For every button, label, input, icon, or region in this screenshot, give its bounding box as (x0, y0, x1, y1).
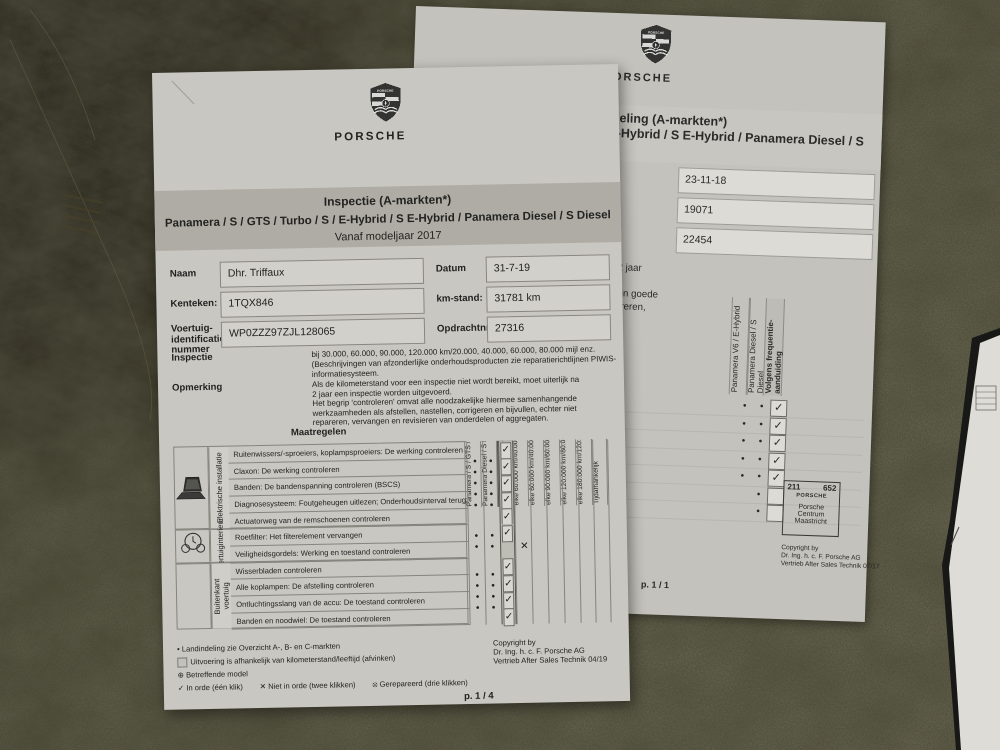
svg-text:PORSCHE: PORSCHE (377, 89, 394, 93)
svg-text:PORSCHE: PORSCHE (648, 30, 665, 35)
